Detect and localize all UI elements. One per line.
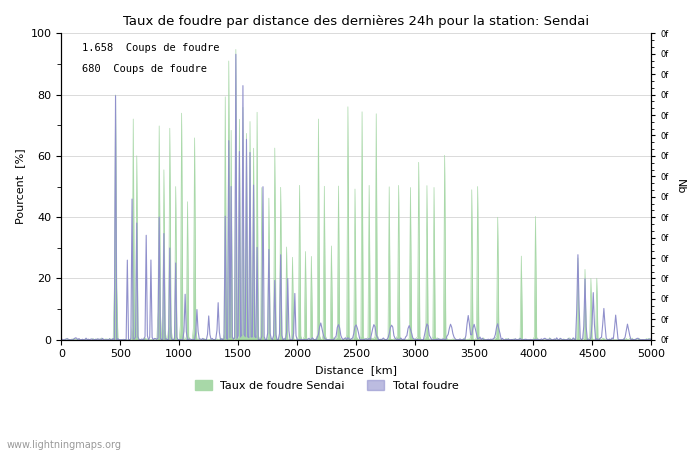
Y-axis label: Pourcent  [%]: Pourcent [%]: [15, 149, 25, 225]
Text: www.lightningmaps.org: www.lightningmaps.org: [7, 440, 122, 450]
Text: 680  Coups de foudre: 680 Coups de foudre: [82, 64, 207, 74]
Y-axis label: Nb: Nb: [675, 179, 685, 194]
Legend: Taux de foudre Sendai, Total foudre: Taux de foudre Sendai, Total foudre: [190, 376, 463, 396]
Text: 1.658  Coups de foudre: 1.658 Coups de foudre: [82, 43, 219, 53]
X-axis label: Distance  [km]: Distance [km]: [315, 365, 397, 375]
Title: Taux de foudre par distance des dernières 24h pour la station: Sendai: Taux de foudre par distance des dernière…: [123, 15, 589, 28]
